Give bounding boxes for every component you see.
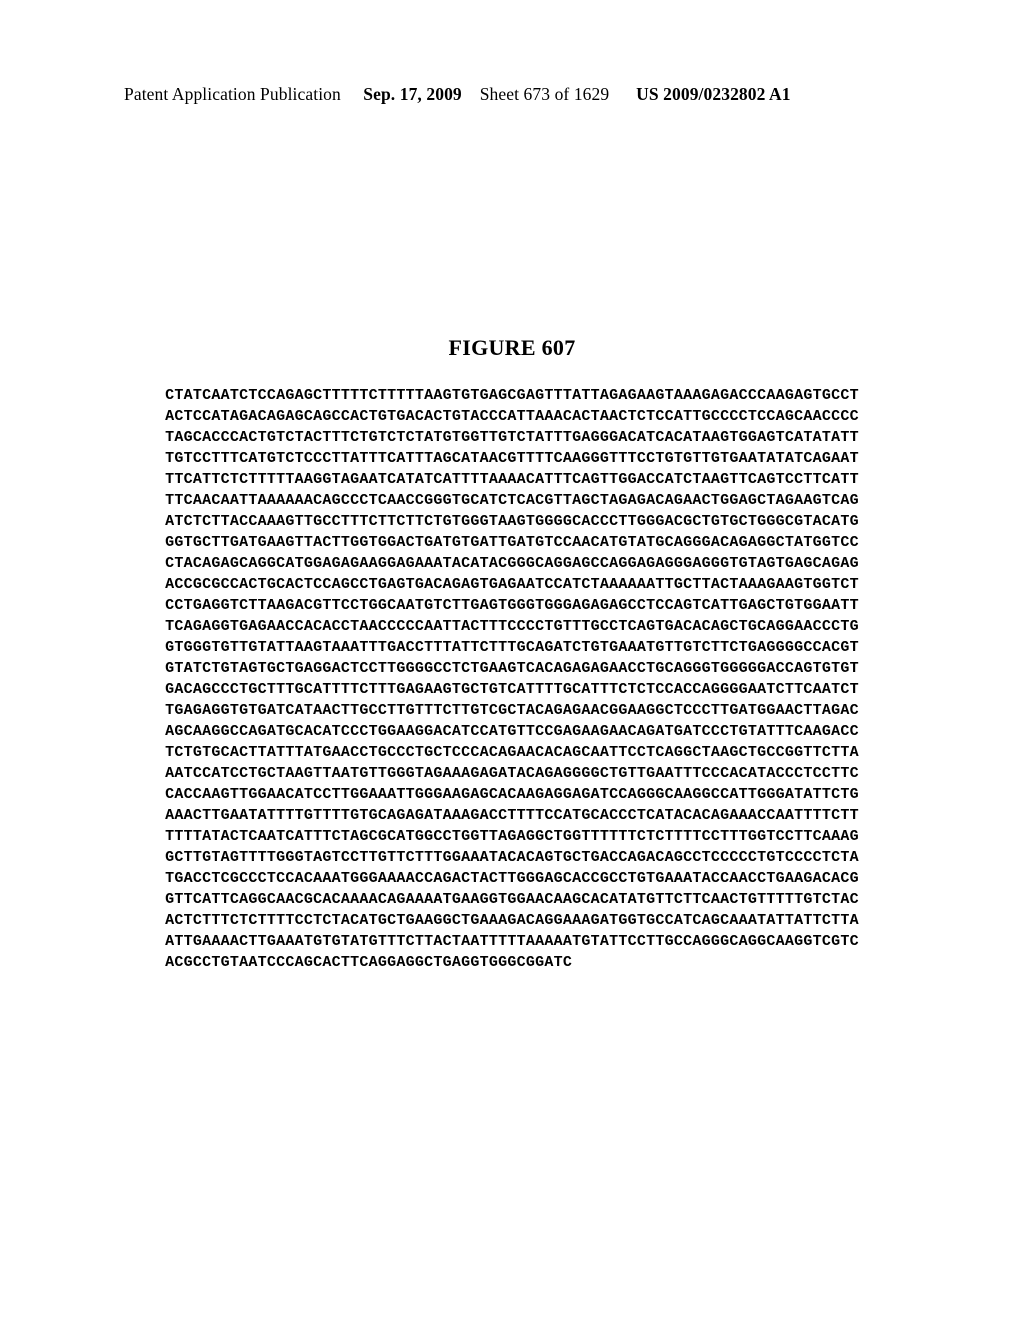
header-pubnum: US 2009/0232802 A1: [636, 84, 790, 104]
dna-sequence-block: CTATCAATCTCCAGAGCTTTTTCTTTTTAAGTGTGAGCGA…: [165, 385, 859, 973]
header-publication-type: Patent Application Publication: [124, 84, 341, 104]
page-header: Patent Application Publication Sep. 17, …: [124, 84, 900, 105]
figure-title: FIGURE 607: [124, 335, 900, 361]
header-date: Sep. 17, 2009: [363, 84, 462, 104]
patent-page: Patent Application Publication Sep. 17, …: [0, 0, 1024, 973]
header-sheet: Sheet 673 of 1629: [480, 84, 610, 104]
